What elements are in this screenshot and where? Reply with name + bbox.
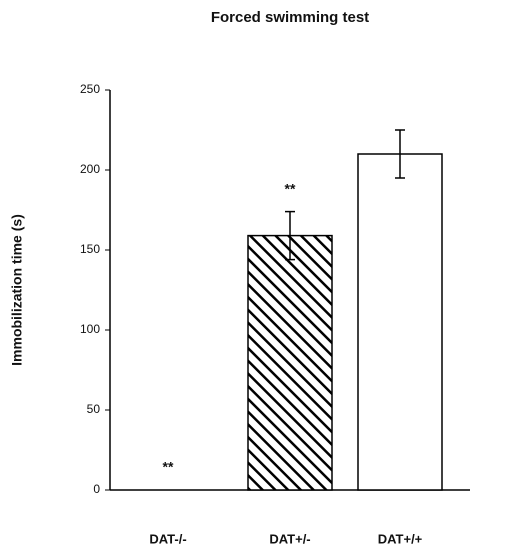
bar (357, 153, 443, 491)
y-tick-label: 150 (80, 242, 100, 256)
y-tick-label: 250 (80, 82, 100, 96)
x-tick-label: DAT-/- (149, 531, 186, 546)
y-tick-label: 0 (93, 482, 100, 496)
y-tick-label: 200 (80, 162, 100, 176)
significance-label: ** (163, 459, 174, 475)
significance-label: ** (285, 180, 296, 196)
y-tick-label: 100 (80, 322, 100, 336)
y-tick-label: 50 (87, 402, 101, 416)
x-tick-label: DAT+/+ (378, 531, 423, 546)
y-axis-label: Immobilization time (s) (9, 214, 25, 366)
x-tick-label: DAT+/- (269, 531, 310, 546)
bar (247, 234, 333, 491)
chart-title: Forced swimming test (211, 9, 369, 26)
